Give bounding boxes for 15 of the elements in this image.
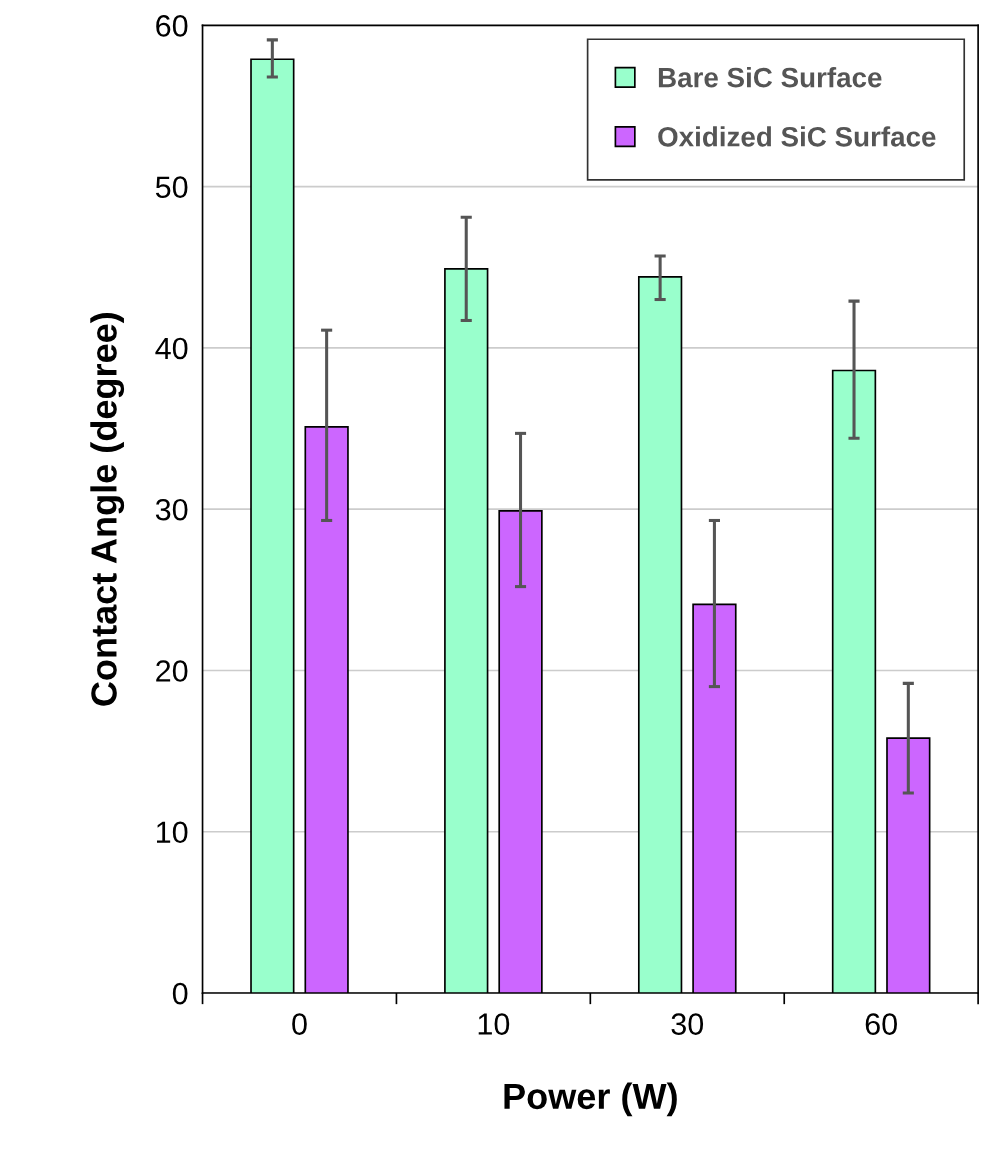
legend-label: Bare SiC Surface — [658, 67, 882, 88]
y-tick-label: 30 — [155, 498, 188, 521]
x-tick-label: 60 — [865, 1013, 897, 1035]
y-tick-label: 20 — [156, 660, 188, 682]
y-axis-title: Contact Angle (degree) — [90, 313, 125, 706]
y-tick-label: 40 — [155, 337, 188, 360]
x-axis-title: Power (W) — [504, 1082, 677, 1117]
y-tick-label: 60 — [156, 15, 188, 37]
y-tick-label: 50 — [155, 176, 188, 198]
y-tick-label: 10 — [157, 821, 188, 844]
x-tick-label: 10 — [478, 1013, 510, 1035]
x-tick-label: 30 — [671, 1013, 704, 1035]
legend-label: Oxidized SiC Surface — [658, 126, 936, 147]
y-tick-label: 0 — [172, 982, 188, 1005]
x-tick-label: 0 — [292, 1013, 307, 1035]
